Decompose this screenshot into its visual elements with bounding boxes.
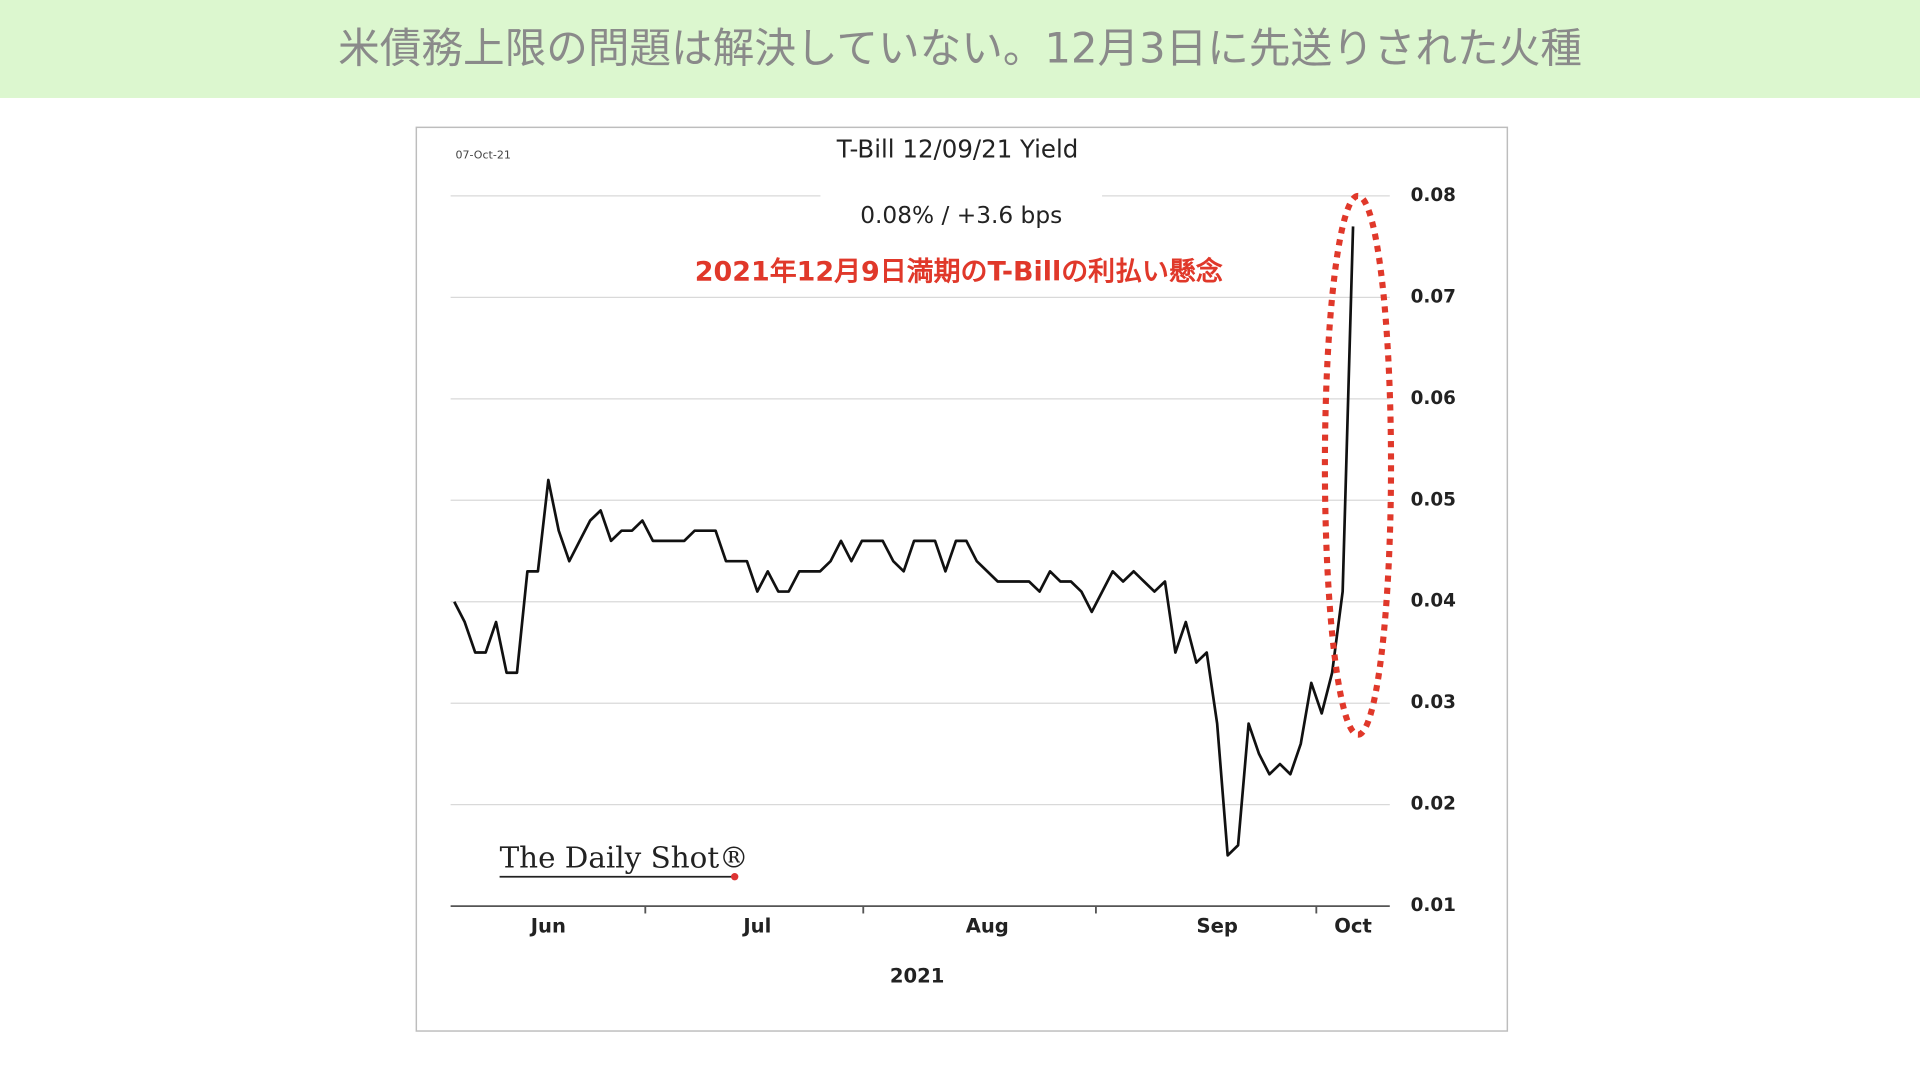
chart-subtitle: 0.08% / +3.6 bps [860,202,1062,229]
slide-title: 米債務上限の問題は解決していない。12月3日に先送りされた火種 [338,23,1582,72]
grid: 0.01 0.02 0.03 0.04 0.05 0.06 0.07 0.08 Jun Jul Au… [450,185,1456,937]
subtitle-backdrop [820,183,1103,209]
x-tick-label: Sep [1196,914,1237,937]
x-tick-label: Jun [529,914,566,937]
chart-frame [415,126,1509,1032]
x-tick-label: Aug [966,914,1009,937]
x-tick-label: Oct [1334,914,1372,937]
plot [453,226,1355,857]
y-tick-label: 0.05 [1411,489,1456,510]
x-tick-label: Jul [741,914,771,937]
x-axis-label: 2021 [890,965,944,988]
source-logo: The Daily Shot® [500,841,749,875]
y-tick-label: 0.04 [1411,591,1456,612]
series-line [453,226,1355,857]
month-boundaries [644,906,1318,914]
chart-title: T-Bill 12/09/21 Yield [836,135,1079,164]
logo-dot [731,873,739,881]
y-tick-label: 0.08 [1411,185,1456,206]
y-tick-label: 0.07 [1411,286,1456,307]
header-band [0,0,1920,98]
y-tick-label: 0.02 [1411,794,1456,815]
annotation: 2021年12月9日満期のT-Billの利払い懸念 [695,256,1223,288]
highlight-ellipse [1321,192,1395,738]
y-tick-label: 0.03 [1411,692,1456,713]
y-tick-label: 0.01 [1411,895,1456,916]
chart-date: 07-Oct-21 [456,149,511,162]
y-tick-label: 0.06 [1411,388,1456,409]
